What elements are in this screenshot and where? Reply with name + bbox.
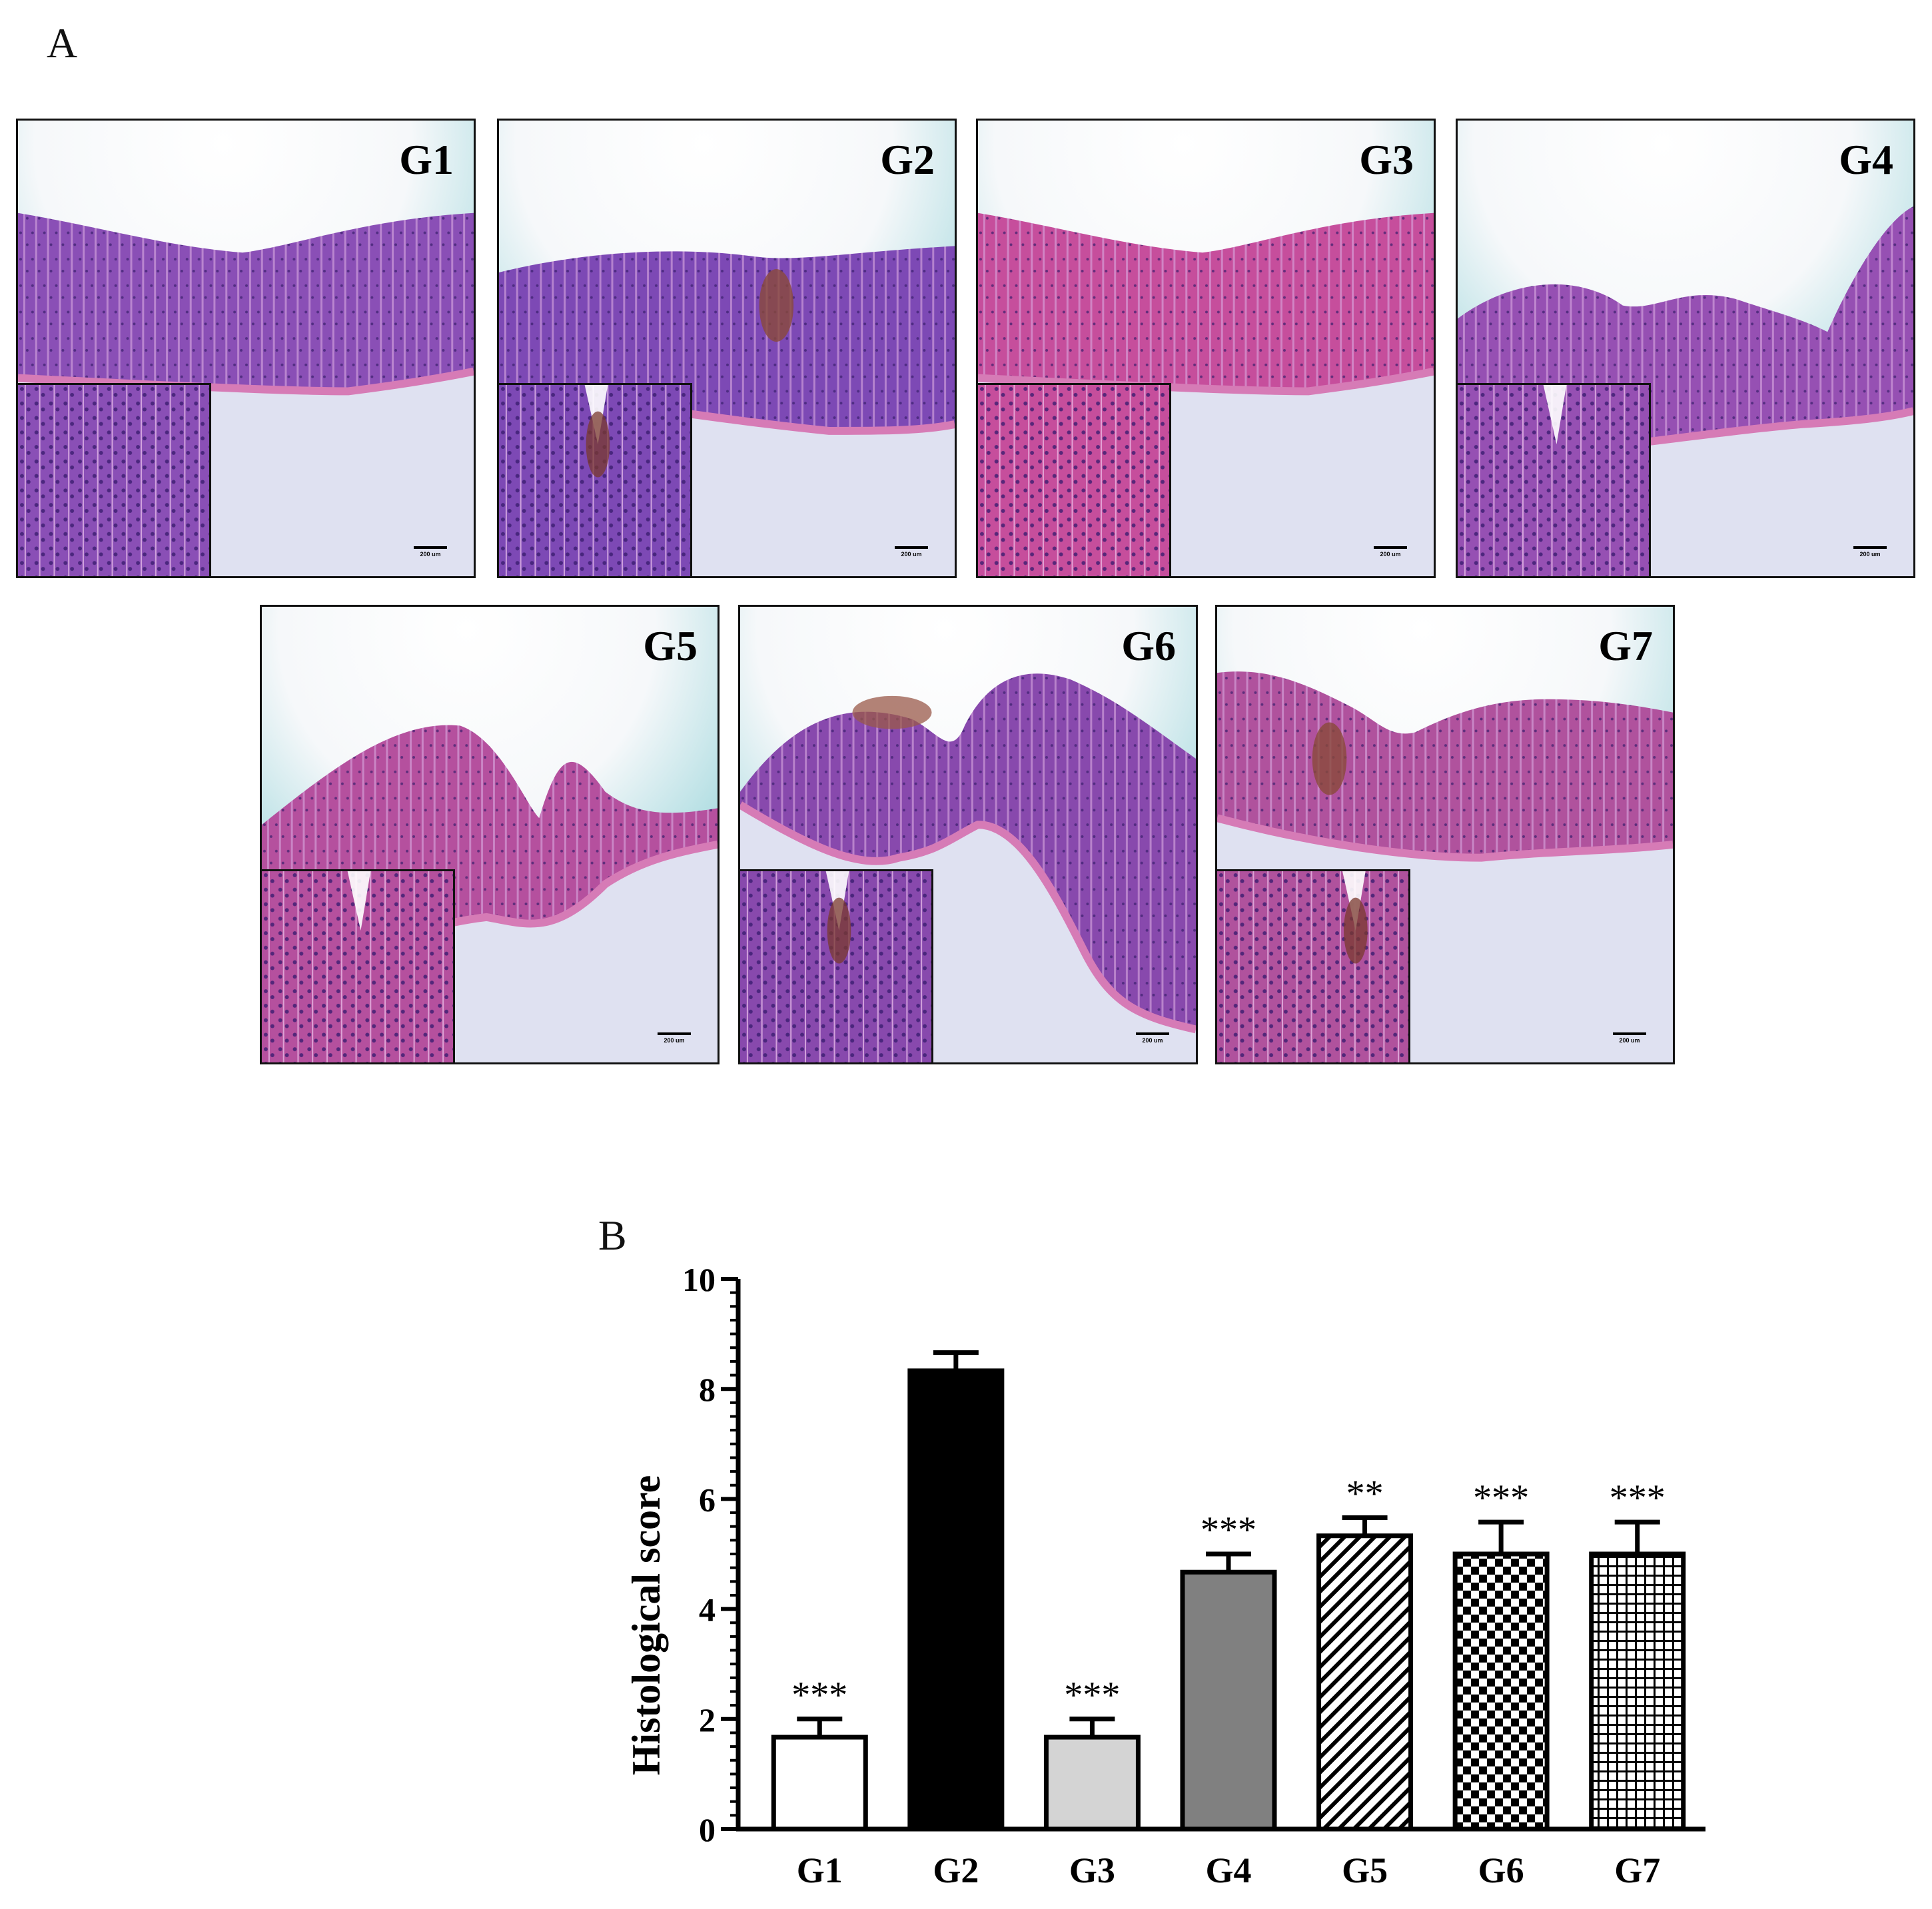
micrograph-g4: G4 200 um [1456,119,1915,578]
y-tick-label: 10 [682,1261,716,1298]
significance-marker: *** [1473,1477,1529,1519]
micrograph-label: G6 [1121,622,1176,669]
y-tick-label: 8 [699,1371,716,1408]
tissue-image [262,607,718,1062]
significance-marker: *** [1064,1675,1120,1716]
scale-bar: 200 um [414,546,447,558]
x-tick-label: G5 [1342,1850,1388,1890]
micrograph-label: G4 [1839,136,1893,183]
y-tick-label: 0 [699,1811,716,1848]
micrograph-inset [978,383,1171,576]
scale-bar-line [895,546,928,549]
micrograph-g7: G7 200 um [1215,605,1675,1064]
scale-bar-label: 200 um [1142,1037,1163,1044]
micrograph-inset [1458,383,1651,576]
x-tick-label: G1 [797,1850,843,1890]
x-tick-label: G2 [933,1850,979,1890]
micrograph-label: G7 [1598,622,1653,669]
scale-bar: 200 um [658,1032,691,1044]
bar-g3 [1043,1734,1141,1832]
x-tick-label: G7 [1614,1850,1660,1890]
scale-bar-label: 200 um [1380,551,1401,558]
micrograph-g6: G6 200 um [738,605,1198,1064]
panel-a-label: A [47,19,78,67]
bar-g5 [1316,1533,1414,1832]
micrograph-inset [18,383,211,576]
micrograph-inset [1217,869,1410,1062]
scale-bar-line [1613,1032,1646,1035]
micrograph-g3: G3 200 um [976,119,1436,578]
micrograph-g1: G1 200 um [16,119,476,578]
panel-b-label: B [598,1212,627,1259]
scale-bar-line [1853,546,1887,549]
y-tick-label: 2 [699,1701,716,1738]
y-tick-label: 4 [699,1591,716,1629]
micrograph-inset [262,869,455,1062]
scale-bar-line [1136,1032,1169,1035]
y-tick-label: 6 [699,1481,716,1518]
x-tick-label: G4 [1205,1850,1251,1890]
bar-g4 [1180,1569,1277,1832]
significance-marker: ** [1346,1473,1384,1514]
scale-bar-label: 200 um [1859,551,1881,558]
micrograph-g2: G2 200 um [497,119,957,578]
micrograph-label: G2 [880,136,935,183]
scale-bar: 200 um [1613,1032,1646,1044]
scale-bar: 200 um [895,546,928,558]
scale-bar-line [414,546,447,549]
scale-bar: 200 um [1374,546,1407,558]
x-tick-label: G3 [1069,1850,1115,1890]
bar-g2 [907,1368,1005,1832]
scale-bar-line [658,1032,691,1035]
micrograph-inset [740,869,933,1062]
scale-bar-label: 200 um [420,551,441,558]
bar-g1 [771,1734,868,1832]
scale-bar-label: 200 um [901,551,922,558]
significance-marker: *** [1610,1477,1666,1519]
scale-bar: 200 um [1853,546,1887,558]
tissue-image [1217,607,1673,1062]
bar-g6 [1452,1551,1550,1832]
scale-bar-label: 200 um [1619,1037,1640,1044]
micrograph-label: G5 [643,622,698,669]
significance-marker: *** [1201,1509,1256,1551]
micrograph-label: G3 [1359,136,1414,183]
scale-bar-label: 200 um [664,1037,685,1044]
scale-bar: 200 um [1136,1032,1169,1044]
y-axis-label: Histological score [624,1475,668,1775]
scale-bar-line [1374,546,1407,549]
significance-marker: *** [791,1675,847,1716]
micrograph-label: G1 [399,136,454,183]
x-tick-label: G6 [1478,1850,1524,1890]
micrograph-inset [499,383,692,576]
micrograph-g5: G5 200 um [260,605,720,1064]
bar-g7 [1589,1551,1686,1832]
